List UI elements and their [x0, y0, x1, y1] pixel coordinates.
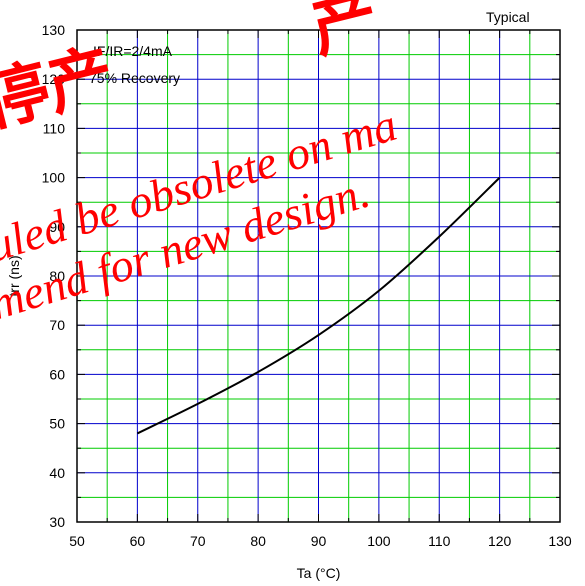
y-tick-label: 50 — [49, 416, 65, 432]
x-tick-label: 80 — [250, 533, 266, 549]
y-axis-title: trr (ns) — [6, 255, 22, 296]
y-tick-label: 80 — [49, 268, 65, 284]
typical-label: Typical — [486, 9, 530, 25]
y-tick-label: 40 — [49, 465, 65, 481]
series-line — [136, 176, 501, 435]
y-tick-label: 100 — [42, 170, 66, 186]
x-axis-title: Ta (°C) — [297, 565, 341, 581]
condition-label-recovery: 75% Recovery — [89, 70, 180, 86]
y-tick-label: 70 — [49, 317, 65, 333]
y-tick-label: 120 — [42, 71, 66, 87]
y-tick-label: 130 — [42, 22, 66, 38]
x-tick-label: 130 — [548, 533, 572, 549]
tick-labels: 50 60 70 80 90 100 110 120 130 30 40 50 60 70 80 90 100 1… — [42, 22, 572, 549]
y-tick-label: 110 — [43, 120, 66, 136]
watermark-cjk-2: 产 — [303, 0, 386, 68]
condition-label-current: IF/IR=2/4mA — [93, 43, 173, 59]
x-tick-label: 120 — [488, 533, 512, 549]
x-tick-label: 60 — [130, 533, 146, 549]
series-layer — [136, 176, 501, 435]
y-tick-label: 90 — [49, 219, 65, 235]
x-tick-label: 90 — [311, 533, 327, 549]
x-tick-label: 100 — [367, 533, 391, 549]
x-tick-label: 50 — [69, 533, 85, 549]
x-tick-label: 110 — [428, 533, 451, 549]
y-tick-label: 30 — [49, 514, 65, 530]
y-tick-label: 60 — [49, 366, 65, 382]
x-tick-label: 70 — [190, 533, 206, 549]
axis-ticks — [76, 29, 561, 523]
watermark: 停产 产 uled be obsolete on ma mend for new… — [0, 0, 403, 330]
